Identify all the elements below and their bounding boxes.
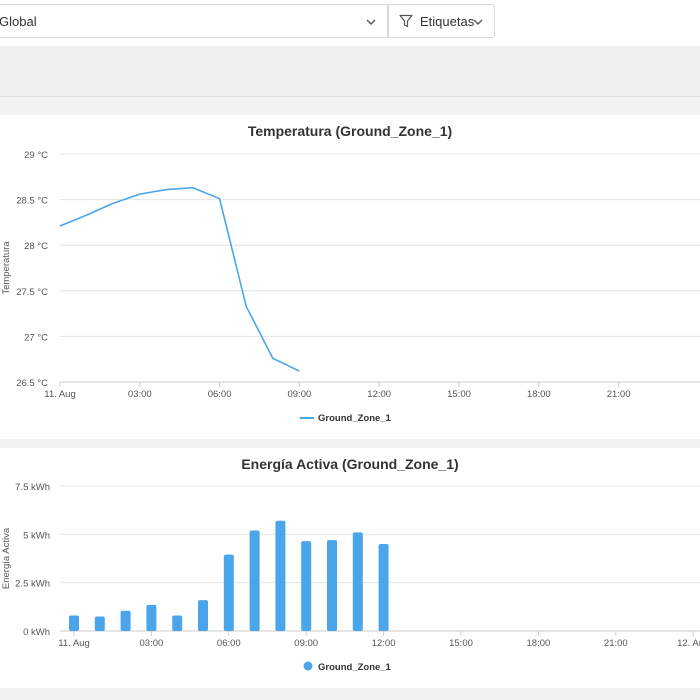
x-tick-label: 11. Aug [44,389,76,400]
x-tick-label: 06:00 [208,389,232,400]
x-tick-label: 06:00 [217,638,241,649]
scope-select-value: Global [0,14,37,29]
temperature-chart: 26.5 °C 27 °C 27.5 °C 28 °C 28.5 °C 29 °C 11. … [1,150,700,424]
x-tick-label: 21:00 [604,638,628,649]
series-line [59,186,300,372]
bar [327,540,337,631]
tags-filter-button[interactable]: Etiquetas [388,4,495,38]
y-tick-label: 0 kWh [23,627,50,638]
bar [94,616,105,631]
bar [249,530,260,631]
filter-icon [399,14,413,33]
y-tick-label: 26.5 °C [16,378,48,389]
x-tick-label: 18:00 [527,638,551,649]
y-tick-label: 2.5 kWh [15,579,50,590]
y-tick-label: 27 °C [24,332,48,343]
legend-label: Ground_Zone_1 [318,662,392,673]
x-tick-label: 11. Aug [58,638,90,649]
energy-chart-panel: Energía Activa (Ground_Zone_1) 0 kWh 2.5 … [0,448,700,688]
scope-select[interactable]: Global [0,4,388,38]
x-tick-label: 03:00 [128,389,152,400]
temperature-chart-title: Temperatura (Ground_Zone_1) [247,123,453,139]
bar [352,532,363,631]
x-tick-label: 21:00 [607,389,631,400]
y-tick-label: 28 °C [24,241,48,252]
content-header-area [0,46,700,97]
bar [146,604,157,631]
tags-filter-label: Etiquetas [420,14,475,29]
chevron-down-icon [472,15,484,33]
energy-chart-title: Energía Activa (Ground_Zone_1) [241,456,459,472]
energy-chart: 0 kWh 2.5 kWh 5 kWh 7.5 kWh 11. Aug 03:00 06:0… [1,482,700,673]
y-axis-label: Energía Activa [1,527,12,589]
temperature-chart-panel: Temperatura (Ground_Zone_1) 26.5 °C 27 °C… [0,115,700,439]
toolbar: Global Etiquetas [0,0,700,46]
bar [301,541,312,631]
y-tick-label: 5 kWh [23,530,50,541]
y-tick-label: 7.5 kWh [15,482,50,493]
x-tick-label: 12. Aug [677,638,700,649]
bar [69,615,79,631]
legend-dot-marker [303,661,313,671]
y-tick-label: 29 °C [24,150,48,161]
bar [172,615,183,631]
y-axis-label: Temperatura [1,241,12,295]
bar [378,544,389,631]
bar [120,610,131,631]
x-tick-label: 18:00 [527,389,551,400]
bar [223,554,234,631]
x-tick-label: 15:00 [447,389,471,400]
bar [275,520,286,631]
x-tick-label: 09:00 [294,638,318,649]
bar [198,600,208,631]
x-tick-label: 12:00 [367,389,391,400]
y-tick-label: 28.5 °C [16,196,48,207]
x-tick-label: 15:00 [449,638,473,649]
x-tick-label: 12:00 [372,638,396,649]
x-tick-label: 03:00 [140,638,164,649]
chevron-down-icon [365,15,377,33]
legend-label: Ground_Zone_1 [318,413,392,424]
x-tick-label: 09:00 [288,389,312,400]
y-tick-label: 27.5 °C [16,287,48,298]
